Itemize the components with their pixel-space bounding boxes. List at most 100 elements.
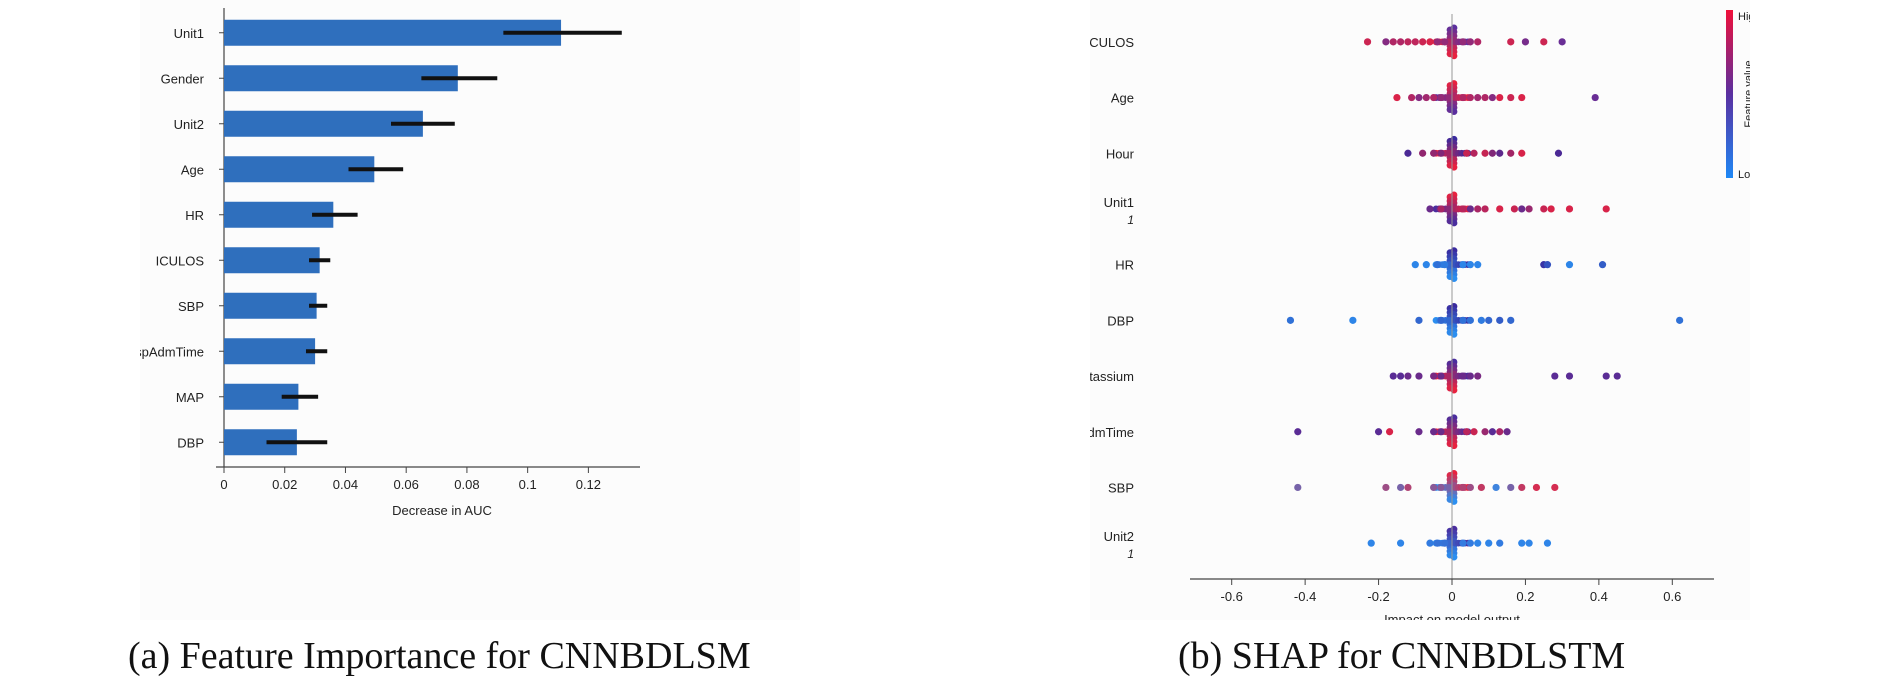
feature-importance-panel: Unit1 Gender Unit2 Age HR ICULOS SBP HospAdmTim… xyxy=(119,0,800,620)
colorbar xyxy=(1726,10,1733,178)
shap-dot xyxy=(1459,483,1467,492)
shap-dot xyxy=(1477,316,1485,324)
feature-label: Unit1 xyxy=(1104,195,1134,210)
shap-dot xyxy=(1591,93,1599,102)
shap-dot-center xyxy=(1445,149,1453,157)
shap-dot xyxy=(1532,483,1541,492)
y-tick-label: MAP xyxy=(176,390,204,405)
feature-row-potassium: Potassium xyxy=(1073,358,1621,394)
shap-dot xyxy=(1437,93,1445,102)
shap-dot xyxy=(1496,428,1504,436)
shap-dot xyxy=(1485,539,1493,547)
x-axis-label: Decrease in AUC xyxy=(392,503,492,518)
shap-panel: ICULOS Age Hour Unit1 1 HR DBP Potassium HospAdm… xyxy=(1049,0,1761,627)
shap-dot xyxy=(1540,38,1548,46)
shap-dot xyxy=(1565,261,1574,269)
shap-dot xyxy=(1558,38,1566,46)
shap-dot xyxy=(1459,38,1467,46)
x-axis-label: Impact on model output xyxy=(1384,612,1520,620)
shap-dot xyxy=(1382,38,1390,46)
shap-dot xyxy=(1481,428,1489,436)
shap-dot xyxy=(1430,428,1438,436)
shap-dot xyxy=(1459,261,1467,269)
x-tick-label: 0.6 xyxy=(1663,589,1681,604)
shap-dot xyxy=(1481,149,1489,157)
shap-dot xyxy=(1389,372,1397,380)
shap-dot xyxy=(1349,316,1357,324)
shap-dot xyxy=(1374,428,1383,436)
shap-dot xyxy=(1481,205,1489,213)
feature-row-unit1: Unit1 1 xyxy=(1104,191,1610,227)
shap-dot xyxy=(1286,316,1295,324)
shap-dot xyxy=(1488,428,1496,436)
shap-dot xyxy=(1415,372,1423,380)
shap-dot xyxy=(1396,539,1405,547)
shap-chart: ICULOS Age Hour Unit1 1 HR DBP Potassium HospAdm… xyxy=(1049,10,1761,627)
shap-dot xyxy=(1393,93,1401,102)
shap-dot xyxy=(1367,539,1375,547)
shap-dot xyxy=(1411,261,1419,269)
shap-dot xyxy=(1525,539,1533,547)
feature-row-iculos: ICULOS xyxy=(1086,24,1566,60)
shap-dot xyxy=(1404,149,1412,157)
bar-iculos xyxy=(224,247,320,274)
y-tick-label: HR xyxy=(185,208,204,223)
shap-dot xyxy=(1415,93,1423,102)
shap-dot xyxy=(1477,483,1485,492)
x-tick-label: 0.1 xyxy=(519,477,537,492)
shap-dot xyxy=(1525,205,1533,213)
shap-dot xyxy=(1676,316,1684,324)
shap-dot xyxy=(1602,205,1610,213)
shap-dot xyxy=(1551,483,1559,492)
shap-dot xyxy=(1466,316,1474,324)
feature-label: HospAdmTime xyxy=(1090,425,1134,440)
shap-dot xyxy=(1507,483,1515,492)
x-tick-label: -0.4 xyxy=(1294,589,1316,604)
shap-dot xyxy=(1437,149,1445,157)
shap-dot xyxy=(1518,93,1526,102)
colorbar-low-label: Low xyxy=(1738,169,1750,181)
shap-dot-center xyxy=(1445,372,1453,380)
shap-dot xyxy=(1422,93,1430,102)
feature-label: Hour xyxy=(1106,146,1135,161)
shap-dot xyxy=(1496,539,1504,547)
caption-b: (b) SHAP for CNNBDLSTM xyxy=(1178,635,1626,677)
shap-dot xyxy=(1503,428,1511,436)
x-tick-label: 0.2 xyxy=(1516,589,1534,604)
shap-dot xyxy=(1463,428,1471,436)
y-tick-label: SBP xyxy=(178,299,204,314)
shap-dot-center xyxy=(1445,205,1453,213)
shap-dot xyxy=(1437,428,1445,436)
shap-dot xyxy=(1518,483,1526,492)
shap-dot xyxy=(1415,316,1423,324)
shap-dot xyxy=(1507,38,1515,46)
shap-dot xyxy=(1474,38,1482,46)
feature-sublabel: 1 xyxy=(1127,213,1134,227)
bar-hospadmtime xyxy=(224,338,316,365)
shap-dot xyxy=(1565,372,1574,380)
shap-dot xyxy=(1437,372,1445,380)
x-tick-label: 0.04 xyxy=(333,477,358,492)
y-tick-label: ICULOS xyxy=(156,253,205,268)
shap-dot xyxy=(1404,38,1412,46)
shap-dot xyxy=(1430,149,1438,157)
x-tick-label: 0.08 xyxy=(454,477,479,492)
shap-dot xyxy=(1408,93,1416,102)
shap-dot xyxy=(1507,149,1515,157)
shap-dot xyxy=(1496,93,1504,102)
shap-dot-center xyxy=(1445,484,1453,491)
x-tick-label: 0 xyxy=(1448,589,1455,604)
shap-dot xyxy=(1466,539,1474,547)
shap-dot xyxy=(1540,205,1548,213)
shap-dot xyxy=(1474,261,1482,269)
x-tick-label: 0 xyxy=(220,477,227,492)
shap-dot xyxy=(1518,149,1526,157)
shap-dot-center xyxy=(1445,316,1453,324)
shap-dot xyxy=(1481,93,1489,102)
shap-dot xyxy=(1433,539,1441,547)
shap-dot xyxy=(1437,205,1445,213)
feature-row-age: Age xyxy=(1111,80,1599,115)
shap-dot xyxy=(1422,261,1430,269)
shap-dot xyxy=(1463,149,1471,157)
shap-dot xyxy=(1433,38,1441,46)
